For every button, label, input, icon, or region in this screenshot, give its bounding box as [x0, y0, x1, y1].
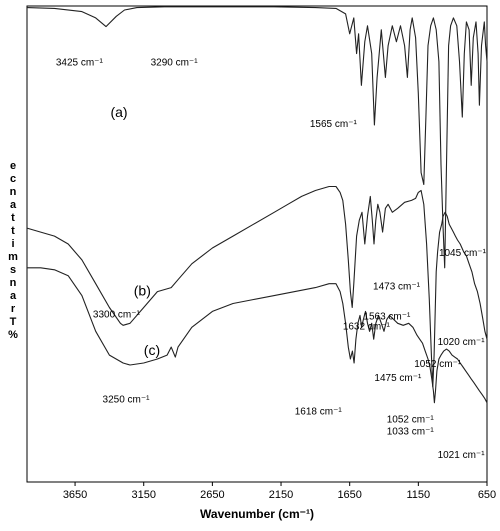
x-tick-label: 2650: [200, 489, 224, 501]
spectrum-line-1: [26, 6, 488, 269]
peak-annotation: 1473 cm⁻¹: [373, 282, 421, 293]
peak-annotation: 1045 cm⁻¹: [439, 248, 487, 259]
peak-annotation: 3425 cm⁻¹: [56, 58, 104, 69]
x-tick-label: 650: [478, 489, 496, 501]
peak-annotation: 1052 cm⁻¹: [387, 415, 435, 426]
x-tick-label: 1650: [337, 489, 361, 501]
peak-annotation: 1632 cm⁻¹: [343, 321, 391, 332]
plot-frame: [26, 5, 488, 483]
x-tick-label: 1150: [407, 489, 431, 501]
spectrum-line-2: [26, 185, 488, 388]
peak-annotation: 1052 cm⁻¹: [414, 359, 462, 370]
series-label: (b): [134, 283, 151, 299]
x-axis-label: Wavenumber (cm⁻¹): [200, 507, 314, 521]
peak-annotation: 1021 cm⁻¹: [438, 450, 486, 461]
peak-annotation: 1618 cm⁻¹: [295, 407, 343, 418]
peak-annotation: 1020 cm⁻¹: [438, 337, 486, 348]
peak-annotation: 3300 cm⁻¹: [93, 309, 141, 320]
peak-annotation: 3290 cm⁻¹: [151, 58, 199, 69]
y-axis-label: e c n a t t i m s n a r T%: [8, 160, 18, 341]
x-tick-label: 3650: [63, 489, 87, 501]
series-label: (a): [110, 104, 127, 120]
peak-annotation: 3250 cm⁻¹: [103, 395, 151, 406]
peak-annotation: 1033 cm⁻¹: [387, 426, 435, 437]
spectrum-line-3: [27, 267, 488, 404]
peak-annotation: 1565 cm⁻¹: [310, 119, 358, 130]
x-tick-label: 3150: [131, 489, 155, 501]
peak-annotation: 1563 cm⁻¹: [363, 311, 411, 322]
peak-annotation: 1475 cm⁻¹: [374, 373, 422, 384]
series-label: (c): [144, 342, 160, 358]
x-tick-label: 2150: [269, 489, 293, 501]
